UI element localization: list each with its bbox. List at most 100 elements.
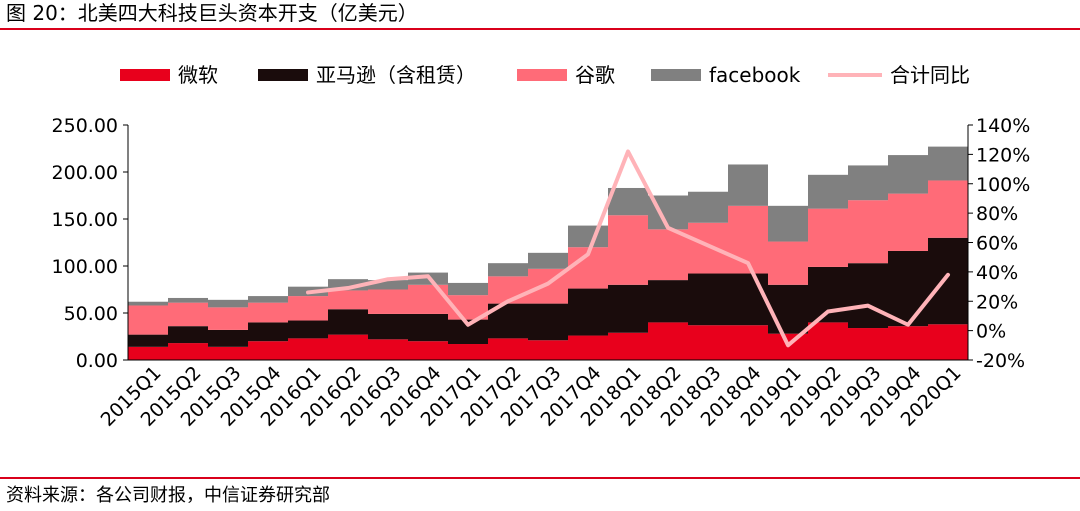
- left-tick-label: 50.00: [64, 303, 118, 325]
- legend-swatch-facebook: [651, 69, 701, 81]
- bar-microsoft-2019Q2: [808, 322, 848, 360]
- bar-amazon-2016Q4: [408, 313, 448, 342]
- yoy-point-2019Q1: [786, 343, 790, 347]
- bar-facebook-2017Q2: [488, 263, 528, 277]
- bar-microsoft-2016Q1: [288, 338, 328, 360]
- chart-title: 图 20：北美四大科技巨头资本开支（亿美元）: [6, 1, 418, 25]
- bar-facebook-2018Q1: [608, 187, 648, 216]
- bar-microsoft-2015Q1: [128, 346, 168, 360]
- yoy-point-2017Q2: [506, 299, 510, 303]
- left-tick-label: 200.00: [52, 162, 118, 184]
- bar-facebook-2019Q3: [848, 165, 888, 201]
- source-note: 资料来源：各公司财报，中信证券研究部: [6, 485, 330, 506]
- right-tick-label: 60%: [976, 233, 1018, 255]
- bar-microsoft-2018Q3: [688, 325, 728, 360]
- bar-area: [128, 146, 968, 360]
- yoy-point-2016Q4: [426, 274, 430, 278]
- bar-facebook-2017Q1: [448, 282, 488, 296]
- bar-microsoft-2017Q4: [568, 335, 608, 360]
- bar-amazon-2018Q2: [648, 280, 688, 323]
- right-tick-label: 120%: [976, 144, 1030, 166]
- bar-microsoft-2019Q4: [888, 326, 928, 360]
- legend-swatch-amazon: [258, 69, 308, 81]
- bar-amazon-2020Q1: [928, 237, 968, 325]
- bar-google-2015Q4: [248, 302, 288, 323]
- yoy-point-2017Q3: [546, 282, 550, 286]
- legend-label-yoy: 合计同比: [890, 63, 970, 87]
- left-tick-label: 100.00: [52, 256, 118, 278]
- bar-amazon-2016Q3: [368, 313, 408, 340]
- bar-facebook-2017Q3: [528, 252, 568, 269]
- legend-label-google: 谷歌: [575, 63, 615, 87]
- bar-microsoft-2016Q2: [328, 334, 368, 360]
- bar-microsoft-2015Q3: [208, 346, 248, 360]
- yoy-point-2019Q4: [906, 323, 910, 327]
- bar-google-2016Q2: [328, 290, 368, 310]
- yoy-point-2019Q2: [826, 310, 830, 314]
- bar-amazon-2019Q1: [768, 284, 808, 334]
- bar-google-2019Q2: [808, 208, 848, 267]
- bar-amazon-2018Q4: [728, 273, 768, 326]
- bar-microsoft-2018Q1: [608, 332, 648, 360]
- bar-google-2018Q2: [648, 229, 688, 281]
- bar-google-2015Q1: [128, 305, 168, 335]
- right-tick-label: 140%: [976, 115, 1030, 137]
- bar-amazon-2017Q4: [568, 288, 608, 336]
- bar-google-2015Q3: [208, 307, 248, 330]
- yoy-point-2019Q3: [866, 304, 870, 308]
- yoy-point-2018Q1: [626, 149, 630, 153]
- bar-google-2019Q1: [768, 241, 808, 285]
- bar-google-2019Q4: [888, 193, 928, 251]
- bar-facebook-2015Q2: [168, 297, 208, 303]
- bar-facebook-2015Q1: [128, 301, 168, 306]
- right-tick-label: 40%: [976, 262, 1018, 284]
- right-tick-label: -20%: [976, 350, 1025, 372]
- yoy-point-2018Q3: [706, 243, 710, 247]
- bar-amazon-2015Q3: [208, 329, 248, 347]
- left-tick-label: 250.00: [52, 115, 118, 137]
- bar-microsoft-2017Q2: [488, 338, 528, 360]
- yoy-point-2017Q4: [586, 252, 590, 256]
- right-tick-label: 100%: [976, 174, 1030, 196]
- bar-google-2020Q1: [928, 180, 968, 238]
- bar-google-2018Q1: [608, 215, 648, 285]
- bar-google-2019Q3: [848, 200, 888, 264]
- bar-google-2016Q1: [288, 296, 328, 321]
- legend: 微软 亚马逊（含租赁） 谷歌 facebook 合计同比: [120, 63, 970, 87]
- legend-label-amazon: 亚马逊（含租赁）: [316, 63, 476, 87]
- bar-microsoft-2015Q4: [248, 341, 288, 360]
- right-tick-label: 20%: [976, 291, 1018, 313]
- legend-swatch-microsoft: [120, 69, 170, 81]
- bar-facebook-2019Q4: [888, 155, 928, 194]
- bar-amazon-2019Q4: [888, 250, 928, 327]
- bar-facebook-2016Q2: [328, 279, 368, 291]
- yoy-point-2016Q2: [346, 286, 350, 290]
- bar-facebook-2019Q2: [808, 174, 848, 209]
- bar-amazon-2015Q1: [128, 334, 168, 347]
- bar-google-2016Q3: [368, 289, 408, 314]
- bar-microsoft-2016Q4: [408, 341, 448, 360]
- bar-facebook-2019Q1: [768, 205, 808, 242]
- bar-facebook-2020Q1: [928, 146, 968, 181]
- yoy-point-2016Q1: [306, 290, 310, 294]
- bar-microsoft-2017Q3: [528, 340, 568, 360]
- bar-microsoft-2015Q2: [168, 343, 208, 360]
- legend-label-facebook: facebook: [709, 63, 801, 87]
- bar-microsoft-2018Q2: [648, 322, 688, 360]
- bar-microsoft-2016Q3: [368, 339, 408, 360]
- bar-facebook-2016Q3: [368, 280, 408, 290]
- bar-amazon-2019Q3: [848, 263, 888, 329]
- yoy-line-area: [306, 149, 950, 348]
- bar-amazon-2018Q3: [688, 273, 728, 326]
- legend-swatch-google: [517, 69, 567, 81]
- right-tick-label: 0%: [976, 321, 1006, 343]
- bar-microsoft-2018Q4: [728, 325, 768, 360]
- bar-amazon-2015Q4: [248, 322, 288, 342]
- bar-amazon-2016Q2: [328, 309, 368, 335]
- bar-microsoft-2020Q1: [928, 324, 968, 360]
- bar-microsoft-2017Q1: [448, 344, 488, 360]
- bar-amazon-2018Q1: [608, 284, 648, 333]
- bar-google-2018Q3: [688, 222, 728, 274]
- yoy-point-2020Q1: [946, 273, 950, 277]
